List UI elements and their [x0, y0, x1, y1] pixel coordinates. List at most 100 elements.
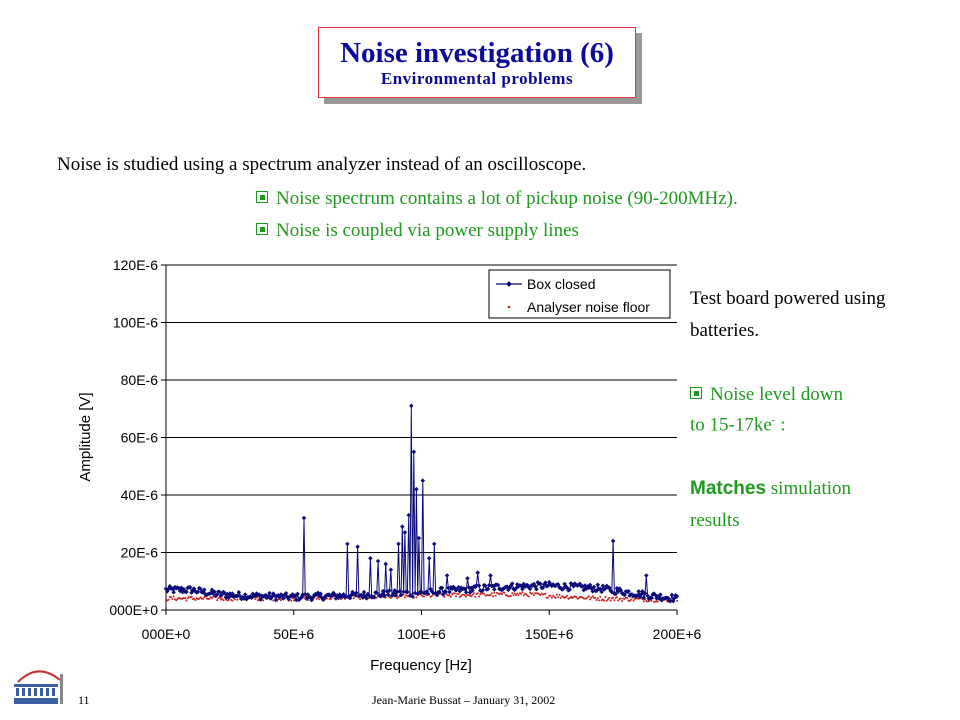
noise-floor-point [513, 592, 516, 595]
noise-level-value: to 15-17ke [690, 414, 772, 436]
noise-floor-point [512, 594, 515, 597]
box-closed-point [488, 573, 493, 578]
noise-floor-point [621, 600, 624, 602]
side-bullet-text: Noise level down [710, 384, 843, 405]
noise-floor-point [585, 597, 588, 600]
box-closed-point [595, 582, 601, 588]
noise-floor-point [630, 598, 632, 601]
box-closed-point [343, 594, 349, 599]
noise-floor-point [516, 592, 519, 595]
noise-floor-point [170, 596, 173, 599]
noise-floor-point [470, 595, 473, 598]
x-axis-label: Frequency [Hz] [370, 657, 472, 674]
title-box: Noise investigation (6) Environmental pr… [318, 27, 636, 98]
x-tick-label: 200E+6 [653, 626, 702, 642]
noise-floor-point [453, 592, 456, 595]
noise-floor-point [448, 594, 451, 597]
noise-floor-point [172, 595, 175, 598]
noise-floor-point [575, 595, 578, 598]
noise-floor-point [531, 592, 534, 595]
noise-floor-point [493, 591, 496, 594]
box-closed-point [398, 592, 404, 598]
box-closed-point [283, 591, 289, 596]
box-closed-point [295, 591, 300, 597]
box-closed-point [492, 587, 497, 592]
y-axis-label: Amplitude [V] [77, 392, 94, 481]
noise-floor-point [494, 594, 497, 597]
berkeley-lab-logo [14, 670, 63, 704]
noise-floor-point [608, 596, 611, 599]
noise-floor-point [589, 598, 592, 601]
box-closed-point [400, 524, 405, 529]
noise-floor-point [221, 597, 224, 600]
noise-floor-point [558, 593, 561, 596]
noise-floor-point [222, 599, 225, 602]
noise-floor-point [474, 595, 477, 598]
box-closed-point [382, 593, 387, 598]
noise-floor-point [396, 597, 399, 600]
y-tick-label: 20E-6 [121, 545, 159, 561]
noise-floor-point [463, 594, 466, 597]
side-noise-level: to 15-17ke- : [690, 414, 786, 436]
noise-floor-point [476, 592, 479, 595]
noise-floor-point [340, 598, 342, 601]
noise-floor-point [590, 596, 593, 599]
noise-floor-point [171, 598, 174, 601]
noise-floor-point [616, 596, 618, 599]
box-closed-point [401, 589, 406, 595]
box-closed-point [396, 541, 401, 547]
box-closed-point [411, 449, 417, 455]
box-closed-point [470, 588, 475, 593]
box-closed-point [475, 570, 480, 575]
noise-floor-point [517, 594, 520, 597]
box-closed-point [265, 594, 271, 599]
noise-floor-point [586, 596, 589, 599]
noise-floor-point [591, 595, 594, 598]
y-tick-label: 40E-6 [121, 487, 159, 503]
noise-floor-point [612, 596, 615, 599]
matches-rest: simulation [766, 478, 852, 499]
noise-floor-point [529, 591, 532, 594]
box-closed-point [567, 587, 572, 592]
noise-floor-point [587, 595, 590, 598]
noise-floor-point [472, 592, 475, 595]
noise-floor-point [465, 595, 468, 598]
side-bullet: Noise level down [690, 384, 843, 406]
noise-floor-point [604, 596, 607, 598]
noise-floor-point [359, 598, 362, 601]
noise-floor-point [609, 599, 612, 602]
box-closed-point [668, 598, 673, 604]
noise-floor-point [199, 596, 202, 599]
noise-floor-point [384, 596, 387, 599]
noise-floor-point [605, 599, 608, 602]
box-closed-point [439, 585, 445, 591]
noise-floor-point [389, 597, 392, 599]
noise-floor-point [566, 594, 569, 597]
box-closed-point [397, 589, 403, 594]
box-closed-point [318, 591, 323, 596]
box-closed-point [613, 591, 618, 597]
noise-floor-point [547, 596, 549, 599]
noise-floor-point [564, 596, 567, 598]
box-closed-point [480, 587, 486, 593]
intro-text: Noise is studied using a spectrum analyz… [57, 154, 587, 175]
footer-text: Jean-Marie Bussat – January 31, 2002 [372, 693, 556, 707]
noise-floor-point [430, 595, 433, 598]
box-closed-point [380, 588, 386, 594]
box-closed-point [444, 573, 450, 578]
noise-floor-point [598, 599, 601, 602]
box-closed-point [364, 596, 369, 601]
noise-floor-point [403, 596, 406, 599]
series-box-closed-line [165, 405, 678, 603]
box-closed-point [374, 590, 380, 596]
noise-floor-point [216, 599, 219, 602]
box-closed-point [406, 512, 411, 518]
side-text-2: batteries. [690, 320, 760, 341]
box-closed-point [273, 597, 279, 603]
noise-floor-point [290, 599, 293, 602]
noise-floor-point [676, 599, 678, 602]
box-closed-point [622, 592, 627, 598]
noise-floor-point [211, 597, 213, 600]
noise-floor-point [539, 594, 542, 596]
noise-floor-point [329, 598, 332, 600]
